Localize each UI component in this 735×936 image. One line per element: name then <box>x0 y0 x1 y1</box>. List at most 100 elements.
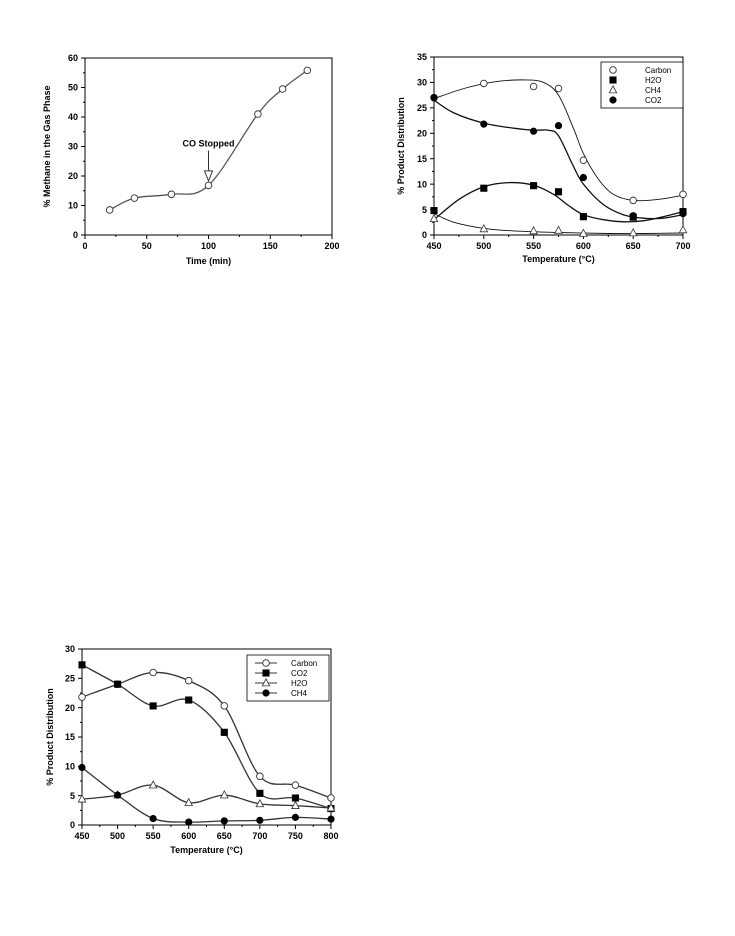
data-point <box>184 797 194 807</box>
x-tick-label: 500 <box>476 241 491 251</box>
y-axis-label: % Product Distribution <box>396 97 406 195</box>
data-point <box>149 668 157 677</box>
series-line <box>81 664 332 810</box>
data-point <box>278 85 287 93</box>
data-point <box>78 693 86 701</box>
data-point <box>77 794 87 803</box>
data-point <box>480 79 488 88</box>
series-line <box>81 671 332 799</box>
legend-label: CO2 <box>291 669 308 678</box>
data-point <box>185 818 193 826</box>
x-tick-label: 450 <box>426 241 441 251</box>
y-tick-label: 15 <box>65 732 75 742</box>
data-point <box>678 224 688 234</box>
legend-marker <box>609 96 617 104</box>
x-tick-label: 600 <box>181 831 196 841</box>
y-tick-label: 5 <box>422 205 427 215</box>
y-tick-label: 5 <box>70 791 75 801</box>
y-tick-label: 10 <box>65 762 75 772</box>
y-tick-label: 20 <box>417 128 427 138</box>
x-tick-label: 650 <box>217 831 232 841</box>
data-point <box>530 182 538 190</box>
data-point <box>430 207 438 215</box>
methane-chart: 0 50 100 150 200 0 10 20 30 40 50 60 Time (min) % Met… <box>42 53 340 266</box>
x-tick-label: 100 <box>201 241 216 251</box>
x-tick-label: 650 <box>626 241 641 251</box>
data-point <box>579 156 588 164</box>
data-point <box>628 228 638 237</box>
legend-label: CH4 <box>645 86 662 95</box>
x-tick-label: 800 <box>323 831 338 841</box>
data-point <box>254 110 262 118</box>
data-point <box>184 676 193 685</box>
data-point <box>220 728 228 736</box>
y-axis-label: % Product Distribution <box>45 688 55 786</box>
data-point <box>529 225 538 235</box>
data-point <box>529 127 538 135</box>
legend-marker <box>262 669 270 677</box>
x-tick-label: 50 <box>142 241 152 251</box>
y-tick-label: 0 <box>70 820 75 830</box>
x-tick-label: 200 <box>324 241 339 251</box>
data-point <box>167 190 176 199</box>
legend-label: H2O <box>291 679 307 688</box>
data-point <box>291 781 300 789</box>
x-axis-label: Temperature (°C) <box>522 254 594 264</box>
data-point <box>579 173 588 182</box>
y-tick-label: 35 <box>417 52 427 62</box>
data-point <box>554 188 563 196</box>
data-point <box>149 702 157 710</box>
data-point <box>148 780 158 789</box>
legend-label: Carbon <box>645 66 671 75</box>
x-tick-label: 550 <box>526 241 541 251</box>
data-point <box>554 84 563 93</box>
series-ch4 <box>78 763 335 826</box>
annotation: CO Stopped <box>183 139 235 183</box>
product-distribution-chart-1: 450 500 550 600 650 700 0 5 10 15 20 25 30 35 Temperat… <box>396 52 691 264</box>
data-point <box>679 210 687 218</box>
x-axis-label: Temperature (°C) <box>170 845 242 855</box>
data-point <box>629 196 637 205</box>
y-tick-label: 25 <box>65 674 75 684</box>
data-point <box>430 94 438 102</box>
data-point <box>326 803 336 812</box>
y-tick-label: 40 <box>68 112 78 122</box>
data-point <box>204 181 213 190</box>
y-tick-label: 30 <box>417 78 427 88</box>
data-point <box>480 120 488 128</box>
legend-marker <box>609 66 617 74</box>
y-tick-label: 25 <box>417 103 427 113</box>
y-tick-label: 10 <box>417 179 427 189</box>
y-tick-label: 15 <box>417 154 427 164</box>
y-tick-label: 0 <box>422 230 427 240</box>
data-point <box>256 789 264 797</box>
data-point <box>303 66 312 75</box>
legend-marker <box>609 76 617 84</box>
x-tick-label: 450 <box>74 831 89 841</box>
x-tick-label: 600 <box>576 241 591 251</box>
data-point <box>130 194 139 202</box>
x-tick-label: 0 <box>82 241 87 251</box>
y-axis-label: % Methane in the Gas Phase <box>42 85 52 207</box>
y-tick-label: 60 <box>68 53 78 63</box>
data-point <box>105 206 114 214</box>
series-h2o <box>430 181 687 223</box>
data-point <box>114 680 122 688</box>
data-point <box>579 228 588 237</box>
data-point <box>113 791 122 799</box>
series-co2 <box>430 94 687 220</box>
x-tick-label: 550 <box>146 831 161 841</box>
data-point <box>255 798 265 808</box>
data-point <box>479 223 489 233</box>
data-point <box>554 225 563 234</box>
legend-label: H2O <box>645 76 661 85</box>
legend-label: CO2 <box>645 96 662 105</box>
legend-marker <box>261 678 271 687</box>
data-point <box>579 213 587 221</box>
data-point <box>327 815 335 823</box>
data-point <box>429 213 439 223</box>
data-point <box>327 794 335 802</box>
data-point <box>219 790 229 799</box>
